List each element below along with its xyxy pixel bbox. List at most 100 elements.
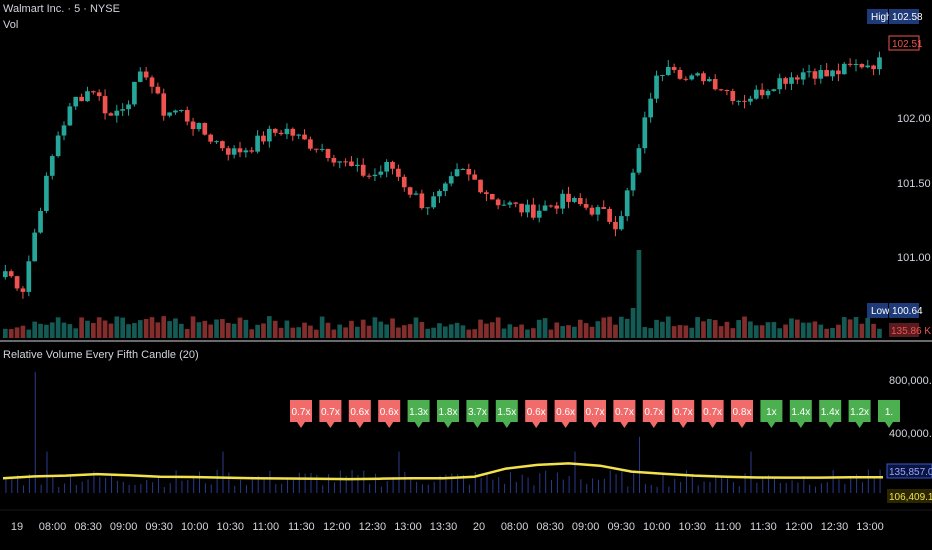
candle-body [624, 190, 630, 217]
price-volume-bar [519, 324, 524, 338]
volume-ma-line [2, 462, 883, 481]
candle-body [677, 69, 683, 79]
candle-body [812, 71, 818, 79]
price-volume-bar [665, 316, 671, 338]
candle-body [55, 135, 61, 157]
candle-body [132, 81, 137, 105]
relative-volume-label [319, 400, 342, 428]
candle-body [343, 161, 348, 163]
price-volume-bar [695, 317, 700, 338]
volume-value: 135.86 K [891, 326, 931, 337]
price-volume-bar [531, 328, 536, 338]
time-axis-label: 09:00 [572, 521, 600, 533]
candle-body [607, 208, 612, 222]
price-volume-bar [49, 322, 55, 338]
price-volume-bar [208, 324, 213, 338]
price-volume-bar [173, 318, 178, 338]
relative-volume-label [290, 400, 312, 428]
candle-body [179, 110, 184, 112]
price-volume-bar [8, 329, 14, 338]
candle-body [284, 128, 290, 135]
price-volume-bar [220, 319, 225, 338]
candle-body [660, 75, 665, 77]
price-volume-bar [407, 324, 413, 338]
price-volume-bar [296, 327, 301, 338]
candle-body [595, 207, 601, 215]
time-axis-label: 13:00 [394, 521, 422, 533]
price-volume-bar [38, 323, 43, 338]
candle-body [818, 70, 824, 79]
candle-body [349, 161, 354, 166]
price-volume-bar [566, 325, 571, 338]
candle-body [360, 164, 366, 176]
price-volume-bar [308, 325, 313, 338]
candle-body [85, 91, 90, 102]
candle-body [501, 204, 507, 206]
candle-body [636, 148, 642, 173]
relative-volume-text: 1.3x [409, 407, 428, 418]
price-volume-bar [765, 322, 771, 338]
high-value-box [889, 9, 919, 24]
time-axis-label: 09:30 [607, 521, 635, 533]
relative-volume-label [584, 400, 606, 428]
relative-volume-label [437, 400, 459, 428]
candle-body [278, 132, 284, 135]
relative-volume-text: 0.7x [703, 407, 722, 418]
candle-body [173, 110, 178, 113]
price-volume-bar [261, 323, 266, 338]
time-axis-label: 11:30 [750, 521, 777, 533]
candle-body [49, 156, 55, 176]
price-volume-bar [466, 329, 472, 338]
price-volume-bar [137, 320, 143, 338]
price-volume-bar [648, 328, 653, 338]
low-value-box [889, 303, 919, 318]
price-volume-bar [554, 322, 560, 338]
candle-body [290, 128, 296, 136]
time-axis-label: 12:30 [359, 521, 387, 533]
candle-body [325, 148, 331, 159]
candle-body [355, 164, 360, 166]
relative-volume-label [819, 400, 842, 428]
candle-body [96, 92, 102, 97]
price-volume-bar [44, 324, 49, 338]
price-volume-bar [683, 325, 689, 338]
price-volume-bar [120, 317, 125, 338]
candle-body [214, 141, 219, 143]
price-volume-bar [331, 329, 337, 338]
price-volume-bar [302, 322, 307, 338]
price-volume-bar [800, 322, 806, 338]
price-volume-bar [671, 326, 677, 338]
price-volume-bar [67, 324, 73, 338]
current-price-box [888, 35, 920, 51]
price-volume-bar [360, 319, 366, 338]
price-volume-bar [601, 317, 607, 338]
candle-body [255, 135, 260, 152]
candle-body [460, 169, 466, 171]
candle-body [437, 191, 442, 197]
candle-body [443, 183, 448, 192]
price-volume-bar [624, 318, 630, 338]
time-axis-label: 10:00 [643, 521, 671, 533]
candle-body [366, 175, 372, 177]
price-volume-bar [460, 325, 466, 338]
price-volume-bar [61, 322, 67, 338]
price-volume-bar [577, 319, 583, 338]
price-volume-bar [55, 317, 61, 338]
candle-body [736, 100, 741, 102]
relative-volume-text: 0.7x [674, 407, 693, 418]
price-volume-bar [73, 328, 79, 338]
price-volume-bar [536, 319, 542, 338]
price-volume-bar [396, 327, 401, 338]
price-volume-bar [806, 322, 812, 338]
candle-body [237, 148, 243, 153]
candle-body [489, 193, 495, 200]
candle-body [707, 79, 712, 82]
price-volume-bar [484, 323, 489, 338]
candle-body [836, 70, 841, 75]
relative-volume-text: 0.7x [321, 407, 340, 418]
candle-body [730, 91, 736, 102]
candle-body [161, 93, 167, 116]
price-volume-bar [630, 308, 636, 338]
candle-body [712, 79, 718, 90]
